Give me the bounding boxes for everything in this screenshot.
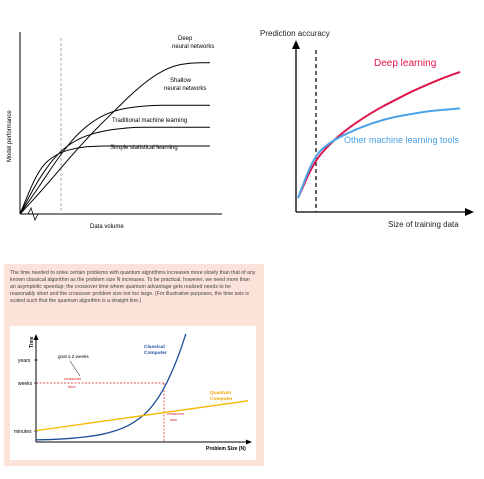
series-label-quantum-2: Computer bbox=[210, 396, 233, 402]
series-line-traditional-machine-learning bbox=[19, 126, 210, 215]
x-axis-arrow bbox=[465, 208, 474, 216]
series-label-shallow-neural-networks-1: neural networks bbox=[164, 86, 206, 92]
x-axis-label: Data volume bbox=[90, 224, 124, 230]
axis-break-mark bbox=[27, 206, 39, 222]
y-axis-arrow bbox=[292, 40, 300, 49]
annotation-crossover-time-2: time bbox=[68, 384, 76, 389]
goal-arrow bbox=[69, 360, 81, 377]
y-axis-label: Prediction accuracy bbox=[260, 29, 330, 38]
x-axis-arrow bbox=[246, 439, 252, 445]
annotation-crossover-time-1: crossover bbox=[64, 376, 82, 381]
series-label-simple-statistical-learning-0: Simple statistical learning bbox=[110, 145, 178, 151]
x-axis-label: Problem Size (N) bbox=[206, 446, 246, 452]
quantum-figure-panel: The time needed to solve certain problem… bbox=[4, 264, 264, 466]
chart-quantum-crossover: Time Problem Size (N) years weeks minute… bbox=[10, 326, 256, 460]
figure-caption: The time needed to solve certain problem… bbox=[10, 270, 256, 304]
annotation-crossover-size-1: crossover bbox=[167, 411, 185, 416]
series-label-deep-learning: Deep learning bbox=[374, 58, 436, 69]
y-axis-label: Model performance bbox=[7, 110, 13, 162]
series-line-deep-learning bbox=[297, 71, 461, 199]
series-label-traditional-machine-learning-0: Traditional machine learning bbox=[112, 118, 187, 124]
annotation-crossover-size-2: size bbox=[170, 417, 178, 422]
series-line-shallow-neural-networks bbox=[19, 104, 210, 215]
y-tick-weeks: weeks bbox=[18, 381, 33, 387]
series-label-deep-neural-networks-1: neural networks bbox=[172, 44, 214, 50]
x-axis-label: Size of training data bbox=[388, 220, 459, 229]
series-group bbox=[19, 62, 210, 215]
series-label-shallow-neural-networks-0: Shallow bbox=[170, 78, 192, 84]
series-label-other-ml-tools: Other machine learning tools bbox=[344, 135, 460, 145]
series-line-classical-computer bbox=[35, 333, 187, 441]
series-line-other-machine-learning-tools bbox=[297, 107, 461, 199]
series-group bbox=[35, 333, 249, 441]
axes bbox=[19, 32, 222, 222]
series-label-classical-2: Computer bbox=[144, 350, 167, 356]
series-label-quantum-1: Quantum bbox=[210, 390, 231, 396]
y-axis-label: Time bbox=[29, 336, 35, 348]
chart-model-performance: Deep neural networks Shallow neural network… bbox=[7, 32, 222, 230]
series-line-deep-neural-networks bbox=[19, 62, 210, 215]
series-label-classical-1: Classical bbox=[144, 344, 165, 350]
series-label-deep-neural-networks-0: Deep bbox=[178, 36, 193, 42]
y-axis-arrow bbox=[33, 334, 39, 340]
chart-prediction-accuracy: Prediction accuracy Deep learning Other … bbox=[260, 29, 474, 229]
series-group bbox=[297, 71, 461, 199]
series-line-quantum-computer bbox=[35, 400, 249, 432]
series-labels: Deep neural networks Shallow neural network… bbox=[110, 36, 214, 151]
series-line-simple-statistical-learning bbox=[19, 145, 210, 215]
y-tick-years: years bbox=[18, 358, 31, 364]
y-tick-minutes: minutes bbox=[14, 429, 32, 435]
annotation-goal: goal ≤ 2 weeks bbox=[58, 354, 89, 359]
